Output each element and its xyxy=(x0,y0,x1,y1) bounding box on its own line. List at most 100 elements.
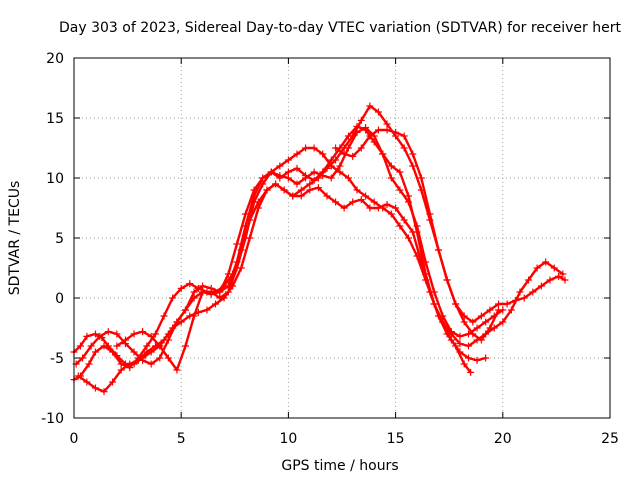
data-point xyxy=(143,348,151,356)
data-point xyxy=(467,368,475,376)
data-point xyxy=(495,300,503,308)
data-point xyxy=(495,306,503,314)
data-point xyxy=(404,234,412,242)
data-point xyxy=(430,300,438,308)
data-point xyxy=(366,102,374,110)
grid xyxy=(74,58,610,418)
data-point xyxy=(366,132,374,140)
series-track-6 xyxy=(334,128,567,324)
data-point xyxy=(366,204,374,212)
data-point xyxy=(160,336,168,344)
data-point xyxy=(357,196,365,204)
data-point xyxy=(130,330,138,338)
data-point xyxy=(456,332,464,340)
data-point xyxy=(203,306,211,314)
data-point xyxy=(212,300,220,308)
data-point xyxy=(473,356,481,364)
data-point xyxy=(194,284,202,292)
data-point xyxy=(323,192,331,200)
data-point xyxy=(482,354,490,362)
data-point xyxy=(284,168,292,176)
data-point xyxy=(310,144,318,152)
data-point xyxy=(460,360,468,368)
data-point xyxy=(525,276,533,284)
data-point xyxy=(327,162,335,170)
data-point xyxy=(160,312,168,320)
data-point xyxy=(477,336,485,344)
data-point xyxy=(190,288,198,296)
x-tick-label: 20 xyxy=(494,431,512,447)
x-tick-label: 10 xyxy=(279,431,297,447)
data-point xyxy=(100,388,108,396)
data-point xyxy=(310,168,318,176)
data-point xyxy=(190,312,198,320)
data-point xyxy=(130,348,138,356)
y-tick-label: 20 xyxy=(46,51,64,67)
data-point xyxy=(507,306,515,314)
data-point xyxy=(177,284,185,292)
data-point xyxy=(109,378,117,386)
data-point xyxy=(409,150,417,158)
data-point xyxy=(413,252,421,260)
axis-ticks: 0 5 10 15 20 25 -10 -5 0 5 10 15 20 xyxy=(41,51,619,447)
data-point xyxy=(259,174,267,182)
data-point xyxy=(542,258,550,266)
data-point xyxy=(486,324,494,332)
data-point xyxy=(207,288,215,296)
series-track-5 xyxy=(115,146,487,372)
data-point xyxy=(289,192,297,200)
data-point xyxy=(91,348,99,356)
data-point xyxy=(396,186,404,194)
data-point xyxy=(199,282,207,290)
data-point xyxy=(533,264,541,272)
data-point xyxy=(272,180,280,188)
data-point xyxy=(477,312,485,320)
data-point xyxy=(387,210,395,218)
data-point xyxy=(460,312,468,320)
data-point xyxy=(473,324,481,332)
data-point xyxy=(464,342,472,350)
data-point xyxy=(374,126,382,134)
data-point xyxy=(512,296,520,304)
data-point xyxy=(460,318,468,326)
data-point xyxy=(113,330,121,338)
data-point xyxy=(336,168,344,176)
data-point xyxy=(186,280,194,288)
data-point xyxy=(520,294,528,302)
data-point xyxy=(443,276,451,284)
x-axis-label: GPS time / hours xyxy=(281,458,398,474)
data-point xyxy=(76,342,84,350)
data-point xyxy=(139,328,147,336)
data-point xyxy=(156,342,164,350)
data-point xyxy=(327,174,335,182)
data-point xyxy=(387,174,395,182)
data-point xyxy=(267,168,275,176)
data-point xyxy=(276,162,284,170)
data-point xyxy=(113,342,121,350)
data-point xyxy=(426,210,434,218)
data-point xyxy=(280,186,288,194)
data-point xyxy=(79,354,87,362)
data-point xyxy=(452,300,460,308)
data-point xyxy=(370,198,378,206)
data-point xyxy=(439,318,447,326)
data-point xyxy=(83,332,91,340)
y-axis-label: SDTVAR / TECUs xyxy=(7,181,23,296)
data-point xyxy=(181,306,189,314)
data-point xyxy=(383,200,391,208)
data-point xyxy=(503,300,511,308)
data-point xyxy=(374,108,382,116)
data-point xyxy=(302,144,310,152)
data-point xyxy=(332,156,340,164)
data-point xyxy=(91,330,99,338)
data-point xyxy=(392,128,400,136)
data-point xyxy=(156,354,164,362)
x-tick-label: 5 xyxy=(177,431,186,447)
data-point xyxy=(147,360,155,368)
data-point xyxy=(293,180,301,188)
data-point xyxy=(561,276,569,284)
data-point xyxy=(447,336,455,344)
data-point xyxy=(181,342,189,350)
data-point xyxy=(486,306,494,314)
